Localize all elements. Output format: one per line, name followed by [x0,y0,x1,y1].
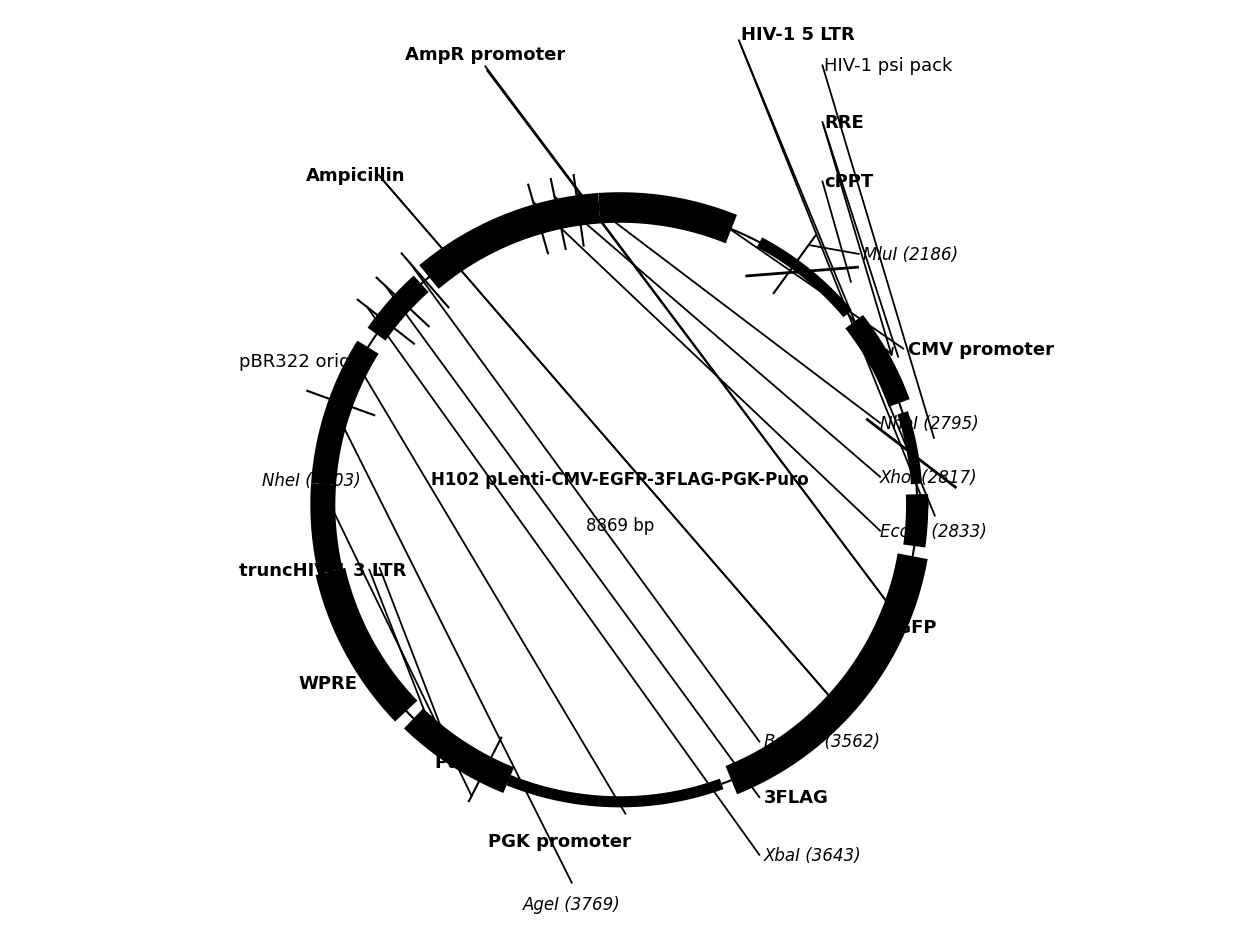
Text: NheI (6303): NheI (6303) [263,471,361,489]
Text: XbaI (3643): XbaI (3643) [764,846,862,864]
Text: AgeI (3769): AgeI (3769) [523,895,620,913]
Text: Ampicillin: Ampicillin [305,167,405,184]
Text: EcoRI (2833): EcoRI (2833) [880,522,987,540]
Text: HIV-1 psi pack: HIV-1 psi pack [825,57,952,75]
Text: Puro: Puro [434,753,481,771]
Text: MluI (2186): MluI (2186) [863,245,959,264]
Text: H102 pLenti-CMV-EGFP-3FLAG-PGK-Puro: H102 pLenti-CMV-EGFP-3FLAG-PGK-Puro [432,470,808,488]
Text: XhoI (2817): XhoI (2817) [880,468,977,487]
Text: HIV-1 5 LTR: HIV-1 5 LTR [740,26,854,44]
Text: NheI (2795): NheI (2795) [880,415,978,432]
Text: BamHI (3562): BamHI (3562) [764,733,880,751]
Text: pBR322 origin: pBR322 origin [239,352,367,371]
Text: WPRE: WPRE [298,674,357,693]
Text: RRE: RRE [825,114,864,132]
Text: PGK promoter: PGK promoter [489,832,631,850]
Text: CMV promoter: CMV promoter [908,341,1054,358]
Text: EGFP: EGFP [884,619,937,636]
Text: cPPT: cPPT [825,173,873,191]
Text: truncHIV-1 3 LTR: truncHIV-1 3 LTR [239,561,407,579]
Text: AmpR promoter: AmpR promoter [405,46,565,65]
Text: 3FLAG: 3FLAG [764,788,828,806]
Text: 8869 bp: 8869 bp [585,517,655,534]
